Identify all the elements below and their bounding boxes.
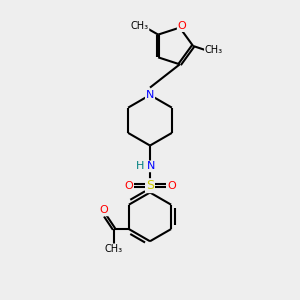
Text: N: N xyxy=(146,161,155,171)
Text: CH₃: CH₃ xyxy=(105,244,123,254)
Text: CH₃: CH₃ xyxy=(205,45,223,56)
Text: O: O xyxy=(124,181,133,191)
Text: CH₃: CH₃ xyxy=(130,21,148,31)
Text: H: H xyxy=(136,161,145,171)
Text: S: S xyxy=(146,179,154,192)
Text: N: N xyxy=(146,90,154,100)
Text: O: O xyxy=(99,205,108,215)
Text: O: O xyxy=(167,181,176,191)
Text: O: O xyxy=(178,21,187,31)
